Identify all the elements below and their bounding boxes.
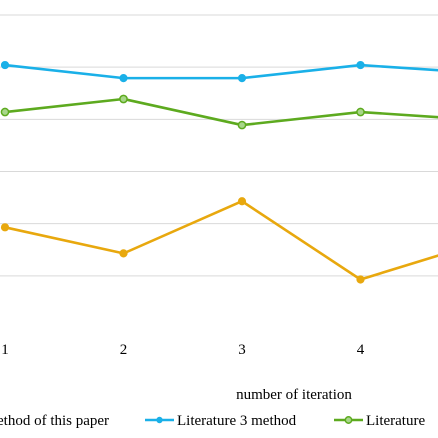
series-line [4,97,438,127]
data-point [0,60,10,70]
x-tick-label: 4 [357,342,365,358]
x-axis-label: number of iteration [236,387,352,403]
data-point [0,223,10,232]
gridlines [0,14,438,277]
data-point [119,74,128,83]
series-layer [0,60,438,284]
data-point [119,94,128,104]
data-point [356,60,365,70]
series-1 [0,60,438,83]
x-tick-label: 1 [1,342,9,358]
x-tick-labels: 12345 [1,342,365,358]
legend-label: ethod of this paper [0,413,109,429]
data-point [356,275,365,284]
legend-swatch [145,416,174,424]
series-2 [0,94,438,130]
legend-label: Literature [366,413,425,429]
data-point [119,249,128,258]
data-point [237,74,247,83]
data-point [0,107,10,117]
legend: ethod of this paper Literature 3 method Li… [0,413,425,429]
series-line [4,199,438,281]
legend-label: Literature 3 method [177,413,297,429]
data-point [356,107,365,117]
x-tick-label: 3 [238,342,246,358]
x-tick-label: 2 [120,342,128,358]
series-0 [0,197,438,284]
data-point [237,197,247,206]
legend-swatch [334,416,363,424]
data-point [237,120,247,130]
